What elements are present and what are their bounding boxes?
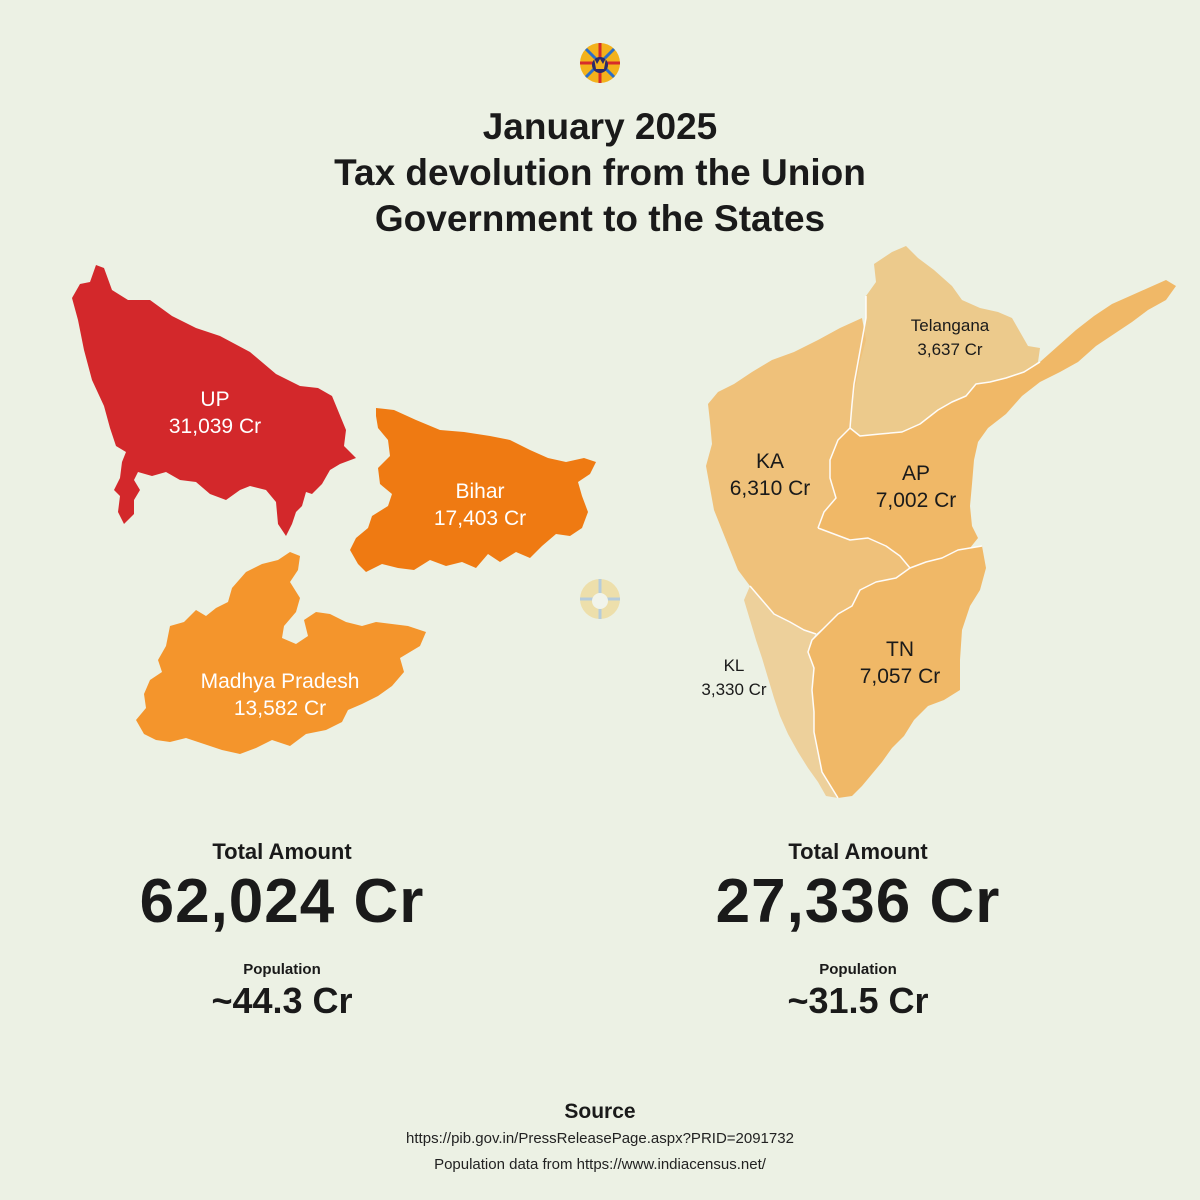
right-total-value: 27,336 Cr xyxy=(715,867,1001,936)
bihar-amount: 17,403 Cr xyxy=(433,507,527,530)
up-amount: 31,039 Cr xyxy=(168,415,262,438)
right-total-caption: Total Amount xyxy=(788,839,928,864)
population-source: Population data from https://www.indiace… xyxy=(434,1156,766,1173)
ka-amount: 6,310 Cr xyxy=(729,477,811,500)
title-line-1: January 2025 xyxy=(482,106,718,147)
up-state-shape xyxy=(72,265,356,536)
ka-label: KA 6,310 Cr xyxy=(700,448,840,502)
kl-amount: 3,330 Cr xyxy=(701,680,767,699)
ka-state-shape xyxy=(706,318,910,634)
left-total-caption: Total Amount xyxy=(212,839,352,864)
right-population-value: ~31.5 Cr xyxy=(787,980,929,1021)
tn-label: TN 7,057 Cr xyxy=(830,636,970,690)
telangana-label: Telangana 3,637 Cr xyxy=(870,314,1030,362)
ka-name: KA xyxy=(755,450,784,473)
bihar-label: Bihar 17,403 Cr xyxy=(380,478,580,532)
kl-label: KL 3,330 Cr xyxy=(664,654,804,702)
left-total-value: 62,024 Cr xyxy=(139,867,425,936)
sunburst-logo-icon xyxy=(580,43,620,83)
left-population-value: ~44.3 Cr xyxy=(211,980,353,1021)
ap-label: AP 7,002 Cr xyxy=(846,460,986,514)
telangana-name: Telangana xyxy=(910,316,990,335)
ap-name: AP xyxy=(901,462,930,485)
kl-name: KL xyxy=(723,656,745,675)
left-population-caption: Population xyxy=(243,961,321,978)
right-population-caption: Population xyxy=(819,961,897,978)
tn-name: TN xyxy=(886,638,914,661)
ap-amount: 7,002 Cr xyxy=(875,489,957,512)
up-label: UP 31,039 Cr xyxy=(130,386,300,440)
page-title: January 2025 Tax devolution from the Uni… xyxy=(0,104,1200,242)
sunburst-watermark-icon xyxy=(580,579,620,619)
source-link[interactable]: https://pib.gov.in/PressReleasePage.aspx… xyxy=(406,1130,794,1147)
mp-name: Madhya Pradesh xyxy=(200,670,360,693)
mp-state-shape xyxy=(136,552,426,754)
mp-label: Madhya Pradesh 13,582 Cr xyxy=(180,668,380,722)
telangana-state-shape xyxy=(850,246,1040,436)
state-borders xyxy=(749,296,1041,799)
title-line-2: Tax devolution from the Union xyxy=(334,152,866,193)
kl-state-shape xyxy=(744,586,838,798)
tn-state-shape xyxy=(808,546,986,798)
source-heading: Source xyxy=(564,1100,636,1123)
title-line-3: Government to the States xyxy=(374,198,826,239)
telangana-amount: 3,637 Cr xyxy=(917,340,983,359)
up-name: UP xyxy=(200,388,230,411)
mp-amount: 13,582 Cr xyxy=(233,697,327,720)
bihar-state-shape xyxy=(350,408,596,572)
bihar-name: Bihar xyxy=(455,480,505,503)
right-totals: Total Amount 27,336 Cr Population ~31.5 … xyxy=(648,838,1068,1022)
tn-amount: 7,057 Cr xyxy=(859,665,941,688)
ap-state-shape xyxy=(818,280,1176,568)
source-block: Source https://pib.gov.in/PressReleasePa… xyxy=(0,1098,1200,1178)
left-totals: Total Amount 62,024 Cr Population ~44.3 … xyxy=(72,838,492,1022)
